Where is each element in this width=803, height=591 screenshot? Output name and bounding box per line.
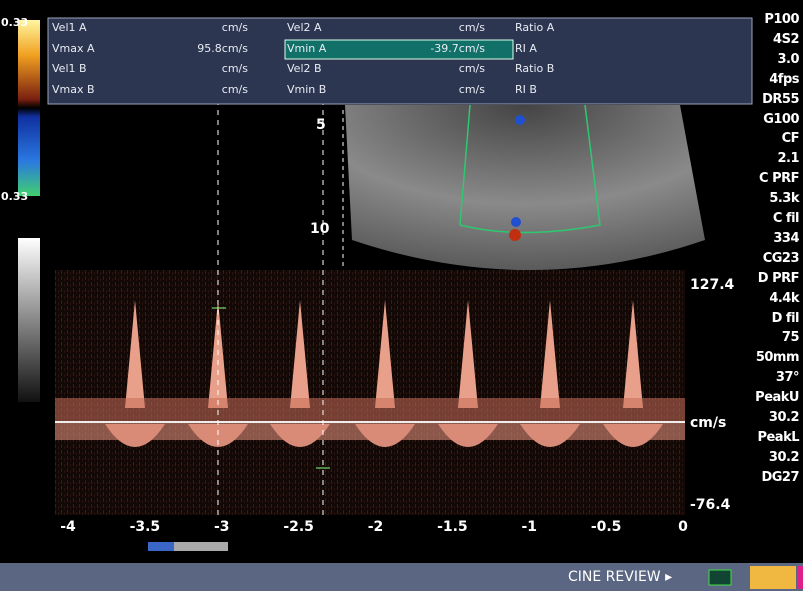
measurement-cell: RI B: [515, 83, 537, 97]
measurement-cell: Ratio B: [515, 62, 554, 76]
parameter: 75: [782, 331, 799, 345]
x-tick-label: -2: [368, 520, 384, 534]
depth-marker: 10: [310, 222, 329, 236]
mode-text: CINE REVIEW: [568, 569, 661, 585]
parameter: P100: [764, 13, 799, 27]
x-tick-label: 0: [678, 520, 688, 534]
measurement-cell: Vel1 A: [52, 21, 87, 35]
color-scale-bar: [18, 20, 40, 196]
measurement-cell: Vel1 B: [52, 62, 87, 76]
depth-marker: 5: [316, 118, 326, 132]
cine-review-label: CINE REVIEW ▸: [568, 570, 672, 584]
velocity-bottom: -76.4: [690, 498, 730, 512]
measurement-cell: Vel2 A: [287, 21, 322, 35]
parameter: 30.2: [769, 451, 799, 465]
parameter: PeakU: [755, 391, 799, 405]
edge-icon: [797, 566, 803, 589]
gray-scale-bar: [18, 238, 40, 402]
color-scale-bottom: 0.33: [1, 190, 28, 204]
velocity-top: 127.4: [690, 278, 734, 292]
flow-blue: [515, 115, 525, 125]
measurement-panel: [48, 18, 752, 104]
parameter: 4S2: [773, 33, 799, 47]
measurement-cell: Ratio A: [515, 21, 554, 35]
status-bar: [0, 563, 803, 591]
velocity-unit: cm/s: [690, 416, 726, 430]
ultrasound-screen: 0.33 0.33 5 10 127.4 cm/s -76.4 CINE REV…: [0, 0, 803, 591]
parameter: 3.0: [777, 53, 799, 67]
b-mode-sector: [345, 105, 705, 270]
measurement-cell: cm/s: [459, 83, 485, 97]
x-tick-label: -3.5: [130, 520, 161, 534]
parameter: CG23: [763, 252, 799, 266]
parameter: C fil: [773, 212, 799, 226]
x-tick-label: -3: [214, 520, 230, 534]
x-tick-label: -2.5: [283, 520, 314, 534]
parameter: 4fps: [769, 73, 799, 87]
measurement-cell: cm/s: [222, 62, 248, 76]
x-tick-label: -0.5: [591, 520, 622, 534]
parameter: C PRF: [759, 172, 799, 186]
measurement-cell: Vmin B: [287, 83, 326, 97]
parameter: PeakL: [757, 431, 799, 445]
measurement-cell: -39.7cm/s: [430, 42, 485, 56]
display: [0, 0, 803, 591]
parameter: 37°: [776, 371, 799, 385]
measurement-cell: Vmin A: [287, 42, 326, 56]
parameter: DG27: [761, 471, 799, 485]
parameter: 334: [773, 232, 799, 246]
measurement-cell: Vmax B: [52, 83, 95, 97]
color-scale-top: 0.33: [1, 16, 28, 30]
parameter: 50mm: [756, 351, 799, 365]
parameter: 2.1: [777, 152, 799, 166]
waveform-lobe: [55, 398, 685, 422]
measurement-cell: Vmax A: [52, 42, 95, 56]
parameter: D fil: [772, 312, 799, 326]
flow-blue: [511, 217, 521, 227]
measurement-cell: cm/s: [459, 21, 485, 35]
parameter: 30.2: [769, 411, 799, 425]
flow-red: [509, 229, 521, 241]
x-tick-label: -4: [60, 520, 76, 534]
cine-slider-position: [148, 542, 174, 551]
caliper-icon[interactable]: [750, 566, 796, 589]
parameter: DR55: [762, 93, 799, 107]
parameter: CF: [782, 132, 799, 146]
cine-icon[interactable]: [709, 570, 731, 585]
parameter: 4.4k: [769, 292, 799, 306]
parameter: G100: [763, 113, 799, 127]
measurement-cell: 95.8cm/s: [197, 42, 248, 56]
x-tick-label: -1: [521, 520, 537, 534]
parameter: 5.3k: [769, 192, 799, 206]
parameter: D PRF: [758, 272, 799, 286]
spectral-display: [55, 270, 685, 515]
measurement-cell: cm/s: [222, 83, 248, 97]
waveform-lobe: [55, 422, 685, 440]
measurement-cell: cm/s: [459, 62, 485, 76]
measurement-cell: Vel2 B: [287, 62, 322, 76]
measurement-cell: RI A: [515, 42, 537, 56]
measurement-cell: cm/s: [222, 21, 248, 35]
x-tick-label: -1.5: [437, 520, 468, 534]
